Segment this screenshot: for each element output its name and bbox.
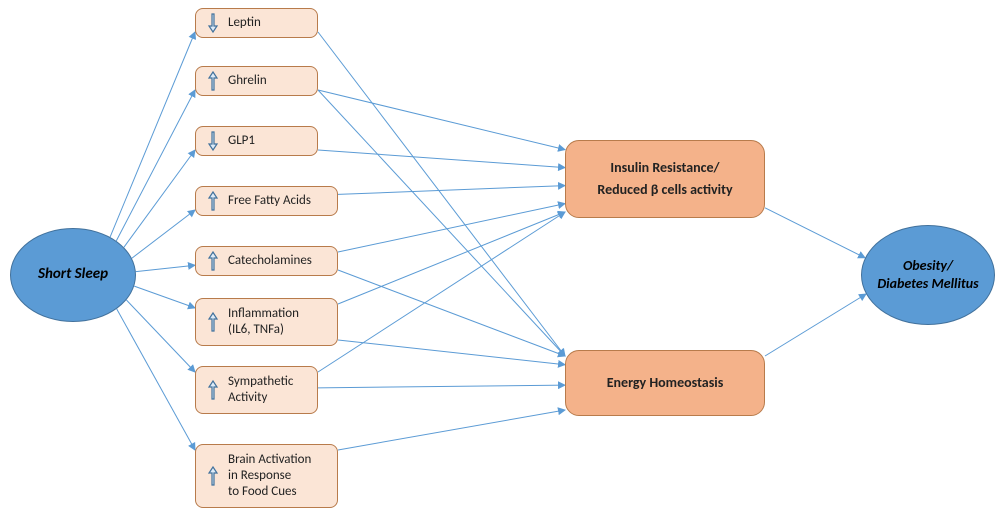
edge-inflam-energy bbox=[338, 340, 565, 365]
edge-brain-energy bbox=[338, 410, 565, 450]
edge-short-sleep-brain bbox=[117, 309, 195, 450]
ffa-box: Free Fatty Acids bbox=[195, 186, 338, 216]
insulin-box: Insulin Resistance/Reduced β cells activ… bbox=[565, 140, 765, 218]
inflam-label: Inflammation(IL6, TNFa) bbox=[222, 306, 337, 339]
energy-label: Energy Homeostasis bbox=[607, 372, 724, 394]
down-arrow-icon bbox=[204, 130, 222, 152]
edge-leptin-energy bbox=[318, 32, 565, 356]
up-arrow-icon bbox=[204, 250, 222, 272]
short-sleep-label: Short Sleep bbox=[38, 265, 108, 285]
edge-layer bbox=[0, 0, 1005, 528]
diagram-canvas: Short Sleep Obesity/Diabetes Mellitus Lept… bbox=[0, 0, 1005, 528]
obesity-dm-label: Obesity/Diabetes Mellitus bbox=[877, 257, 978, 293]
symp-box: SympatheticActivity bbox=[195, 366, 318, 414]
edge-short-sleep-leptin bbox=[110, 32, 195, 237]
short-sleep-node: Short Sleep bbox=[10, 228, 136, 322]
insulin-label: Insulin Resistance/Reduced β cells activ… bbox=[597, 157, 732, 202]
ghrelin-box: Ghrelin bbox=[195, 66, 318, 96]
edge-catech-energy bbox=[338, 270, 565, 356]
up-arrow-icon bbox=[204, 379, 222, 401]
edge-symp-energy bbox=[318, 385, 565, 388]
leptin-box: Leptin bbox=[195, 8, 318, 38]
up-arrow-icon bbox=[204, 311, 222, 333]
inflam-box: Inflammation(IL6, TNFa) bbox=[195, 298, 338, 346]
obesity-dm-node: Obesity/Diabetes Mellitus bbox=[861, 225, 995, 325]
up-arrow-icon bbox=[204, 70, 222, 92]
brain-box: Brain Activationin Responseto Food Cues bbox=[195, 444, 338, 508]
edge-energy-obesity-dm bbox=[765, 294, 866, 356]
energy-box: Energy Homeostasis bbox=[565, 350, 765, 416]
edge-short-sleep-symp bbox=[126, 300, 195, 372]
catech-box: Catecholamines bbox=[195, 246, 338, 276]
edge-ghrelin-insulin bbox=[318, 90, 565, 150]
edge-short-sleep-ghrelin bbox=[116, 90, 195, 241]
edge-glp1-insulin bbox=[318, 150, 565, 168]
catech-label: Catecholamines bbox=[222, 253, 337, 269]
glp1-label: GLP1 bbox=[222, 133, 317, 149]
edge-short-sleep-catech bbox=[136, 265, 195, 271]
edge-ghrelin-energy bbox=[318, 90, 565, 356]
edge-short-sleep-ffa bbox=[132, 210, 195, 258]
up-arrow-icon bbox=[204, 465, 222, 487]
edge-inflam-insulin bbox=[338, 212, 565, 304]
glp1-box: GLP1 bbox=[195, 126, 318, 156]
edge-ffa-insulin bbox=[338, 186, 565, 195]
brain-label: Brain Activationin Responseto Food Cues bbox=[222, 452, 337, 501]
up-arrow-icon bbox=[204, 190, 222, 212]
leptin-label: Leptin bbox=[222, 15, 317, 31]
edge-short-sleep-glp1 bbox=[124, 150, 195, 247]
ghrelin-label: Ghrelin bbox=[222, 73, 317, 89]
ffa-label: Free Fatty Acids bbox=[222, 193, 337, 209]
edge-insulin-obesity-dm bbox=[765, 208, 865, 258]
edge-catech-insulin bbox=[338, 204, 565, 252]
symp-label: SympatheticActivity bbox=[222, 374, 317, 407]
down-arrow-icon bbox=[204, 12, 222, 34]
edge-symp-insulin bbox=[318, 212, 565, 372]
edge-short-sleep-inflam bbox=[134, 286, 195, 308]
